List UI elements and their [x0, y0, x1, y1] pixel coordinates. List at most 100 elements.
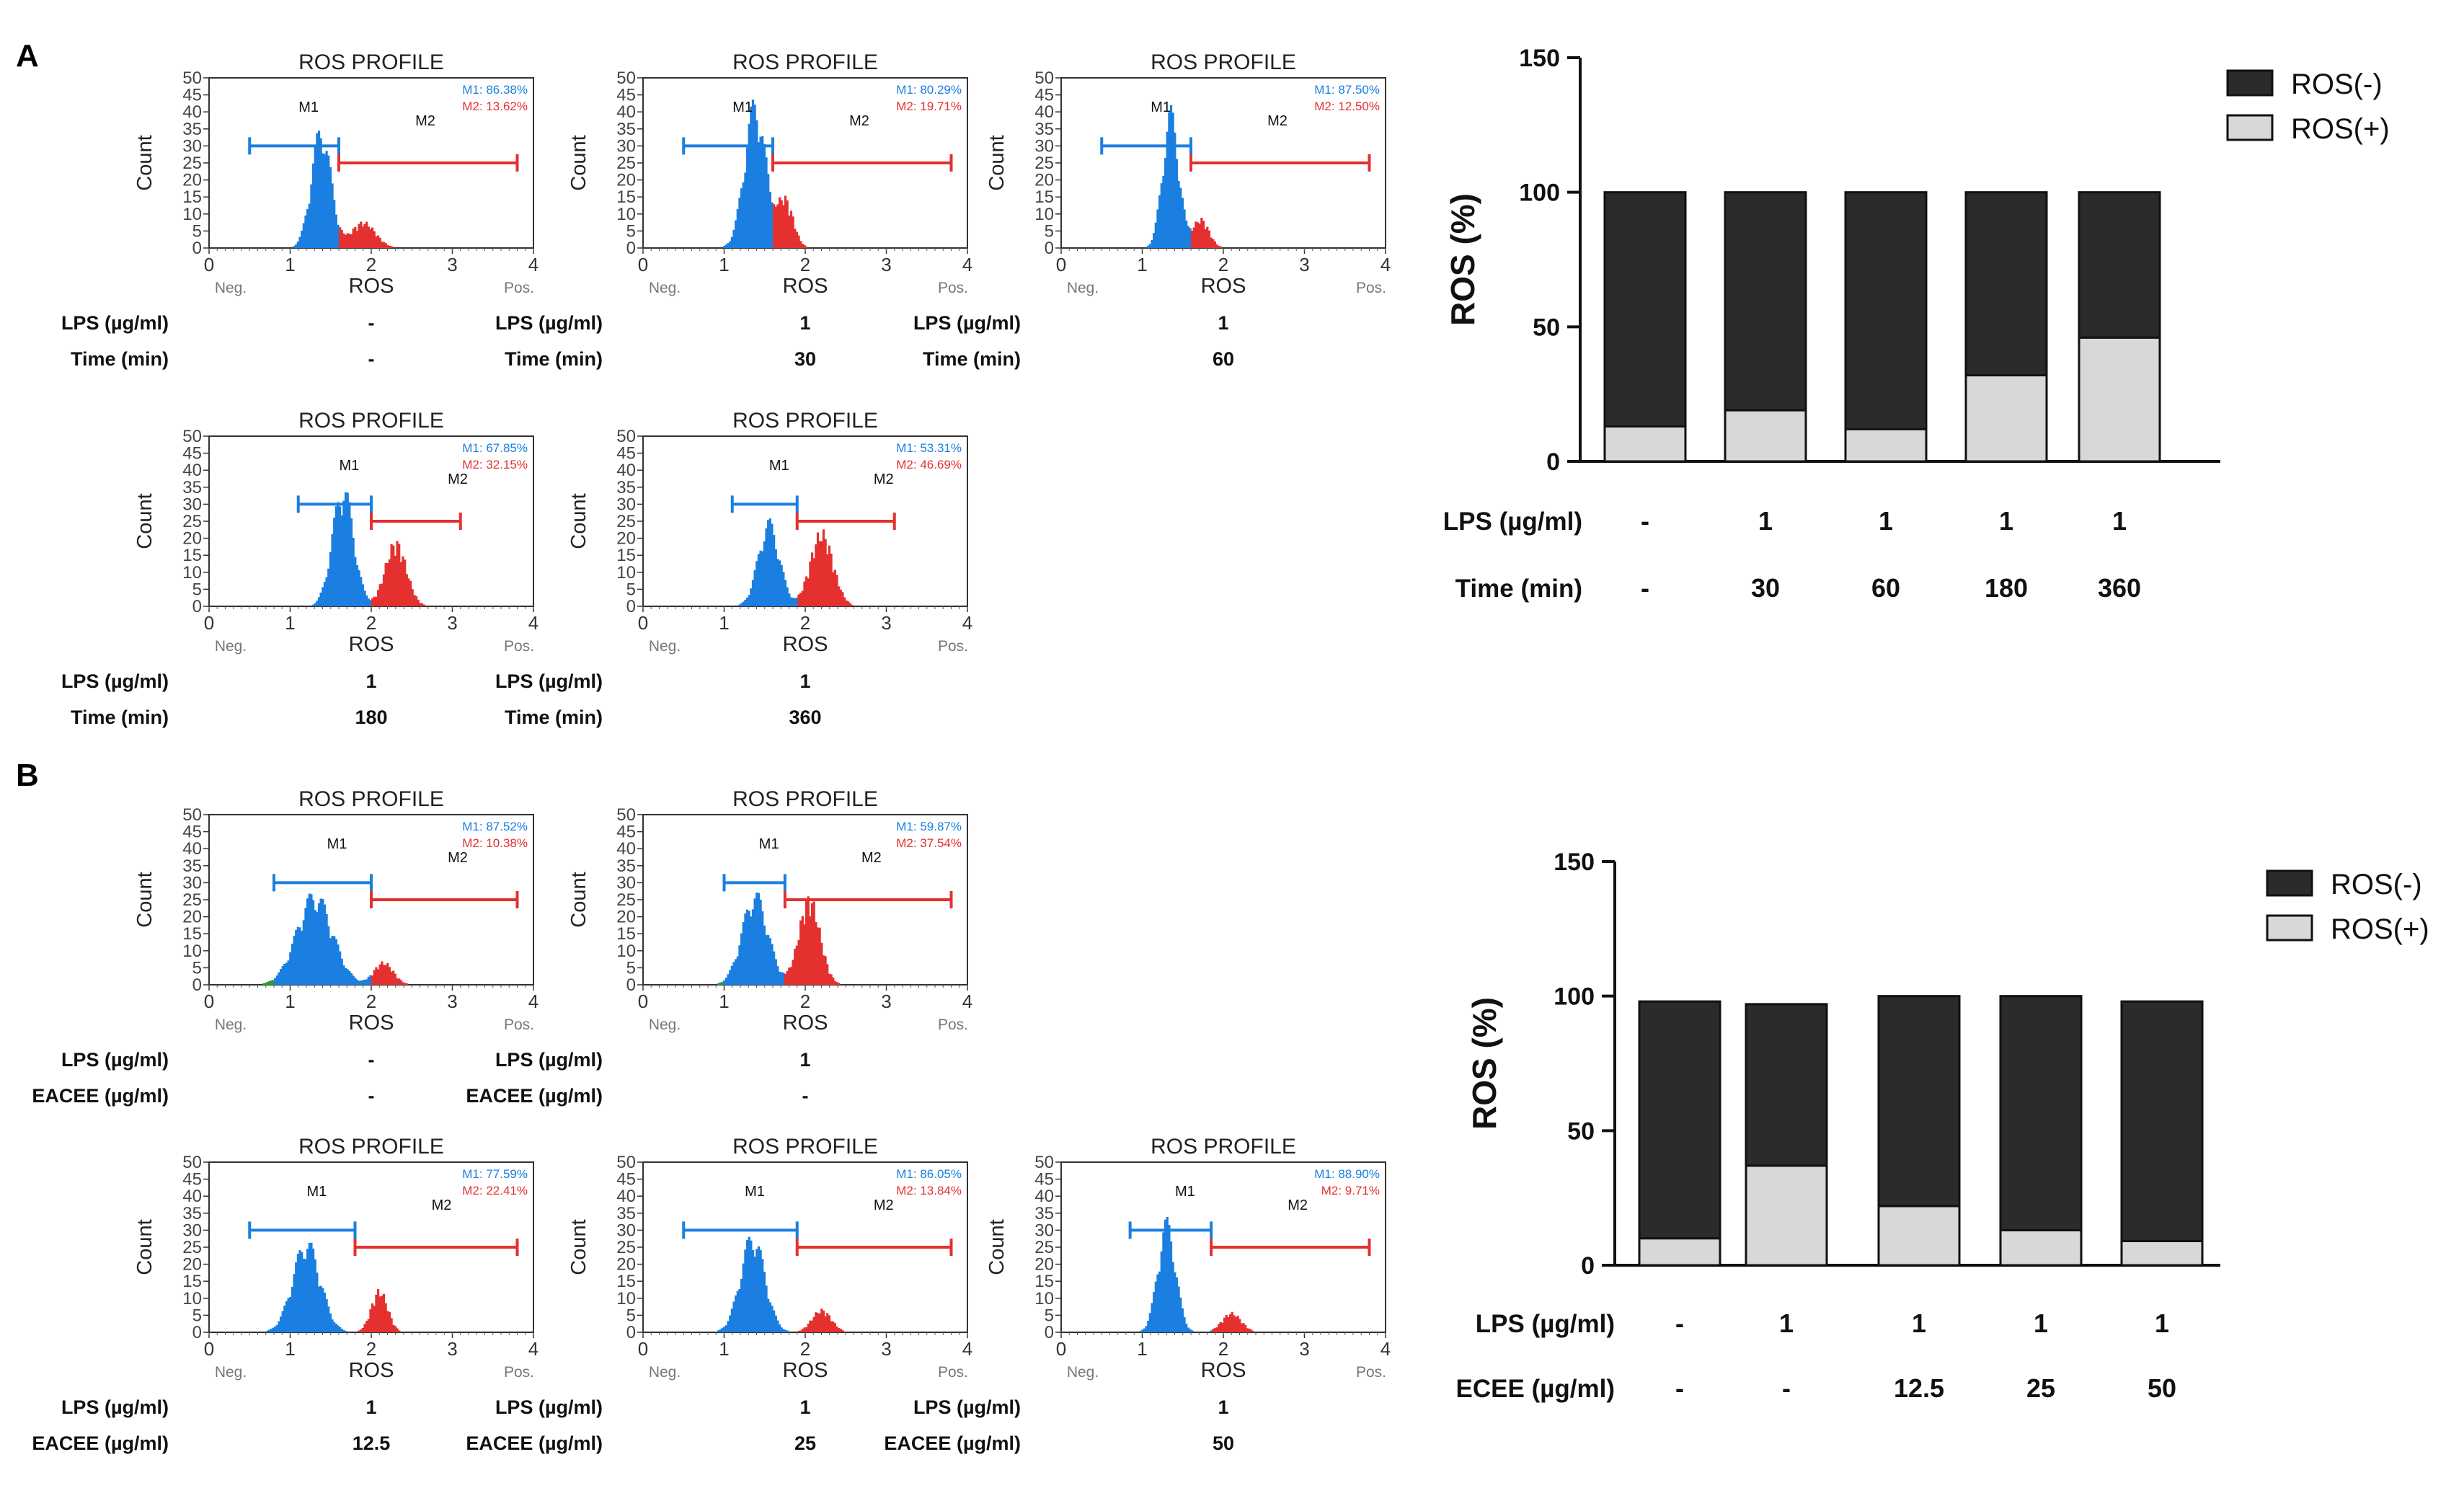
x-tick-label: 1: [1137, 254, 1147, 275]
histogram-bar: [317, 597, 321, 606]
histogram-bar: [768, 1302, 771, 1332]
bar-ros-positive: [1999, 1228, 2083, 1267]
y-tick-label: 5: [192, 221, 202, 241]
y-tick-label: 30: [616, 873, 636, 893]
histogram-bar: [735, 959, 737, 985]
condition-label: ECEE (µg/ml): [1456, 1375, 1615, 1403]
histogram-bar: [788, 593, 791, 606]
histogram-bar: [344, 1331, 347, 1332]
histogram-bar: [735, 220, 737, 248]
histogram-bar: [826, 1313, 829, 1332]
y-tick-label: 10: [1034, 1289, 1054, 1308]
histogram-bar: [1175, 159, 1179, 248]
x-tick-label: 3: [881, 991, 891, 1012]
histogram-bar: [789, 597, 793, 606]
histogram-bar: [344, 967, 347, 985]
histogram-bar: [830, 1321, 833, 1332]
histogram-bar: [723, 980, 726, 985]
y-tick-label: 30: [1034, 136, 1054, 156]
histogram-bar: [751, 1249, 755, 1332]
histogram-bar: [1215, 244, 1218, 248]
histogram-bar: [753, 1257, 756, 1332]
histogram-bar: [381, 1296, 384, 1332]
histogram-bar: [354, 226, 357, 248]
histogram-bar: [396, 1328, 399, 1332]
histogram-bar: [763, 1271, 766, 1332]
histogram-bar: [376, 1289, 380, 1332]
histogram-bar: [730, 965, 734, 985]
condition-value: 12.5: [353, 1432, 391, 1454]
histogram-bar: [786, 970, 789, 985]
histogram-bar: [1147, 1321, 1150, 1332]
histogram-bar: [333, 518, 336, 606]
histogram-bar: [339, 1327, 342, 1332]
histogram-bar: [355, 231, 359, 248]
histogram-bar: [1151, 1303, 1153, 1332]
histogram-bar: [355, 565, 359, 606]
condition-label: LPS (µg/ml): [495, 670, 603, 692]
histogram-bar: [717, 1330, 720, 1332]
histogram-bar: [319, 138, 322, 248]
y-tick-label: 15: [1034, 1272, 1054, 1291]
neg-label: Neg.: [215, 1364, 247, 1381]
histogram-bar: [778, 197, 781, 248]
x-axis-label: ROS: [783, 633, 828, 656]
histogram-bar: [301, 1252, 303, 1332]
x-tick-label: 1: [285, 612, 295, 634]
histogram-bar: [818, 541, 821, 606]
histogram-bar: [275, 1325, 278, 1332]
histogram-bar: [815, 544, 817, 606]
marker-m2-name: M2: [1267, 113, 1288, 129]
y-tick-label: 40: [616, 102, 636, 122]
histogram-bar: [1139, 1330, 1142, 1332]
condition-value: 50: [2148, 1373, 2176, 1403]
m1-percentage: M1: 77.59%: [462, 1167, 528, 1181]
histogram-bar: [399, 562, 402, 606]
pos-label: Pos.: [938, 638, 968, 655]
y-tick-label: 50: [616, 427, 636, 446]
histogram-bar: [799, 241, 802, 248]
histogram-bar: [396, 541, 399, 606]
y-tick-label: 25: [616, 1238, 636, 1257]
histogram-bar: [390, 544, 393, 606]
histogram-bar: [279, 1316, 283, 1332]
histogram-bar: [274, 978, 277, 985]
y-tick-label: 20: [182, 529, 202, 549]
histogram-bar: [1174, 132, 1176, 248]
histogram-bar: [786, 587, 789, 606]
y-tick-label: 15: [616, 546, 636, 565]
x-tick-label: 2: [800, 991, 810, 1012]
y-tick-label: 0: [1546, 448, 1560, 476]
histogram-bar: [1240, 1323, 1244, 1332]
panel-label-a: A: [16, 38, 39, 74]
histogram-bar: [376, 235, 380, 248]
x-tick-label: 4: [1381, 254, 1391, 275]
histogram-bar: [1169, 105, 1173, 248]
y-tick-label: 35: [182, 120, 202, 139]
histogram-bar: [729, 241, 732, 248]
y-tick-label: 35: [616, 856, 636, 876]
x-axis-label: ROS: [783, 1359, 828, 1382]
x-tick-label: 1: [719, 1338, 729, 1360]
histogram-bar: [1210, 237, 1213, 248]
histogram-bar: [759, 1249, 762, 1332]
histogram-bar: [369, 975, 372, 985]
histogram-bar: [782, 205, 785, 248]
histogram-bar: [316, 911, 319, 985]
histogram-bar: [365, 1321, 368, 1332]
histogram-bar: [1187, 1327, 1189, 1332]
marker-m2-name: M2: [874, 471, 894, 487]
histogram-bar: [755, 1249, 758, 1332]
histogram-bar: [761, 136, 764, 248]
histogram-bar: [1177, 1286, 1180, 1332]
histogram-bar: [352, 537, 355, 606]
histogram-bar: [833, 980, 836, 985]
histogram-bar: [381, 961, 384, 985]
y-tick-label: 35: [616, 1204, 636, 1223]
histogram-bar: [799, 593, 802, 606]
histogram-title: ROS PROFILE: [298, 50, 444, 74]
histogram-bar: [727, 1321, 730, 1332]
x-tick-label: 4: [962, 254, 972, 275]
